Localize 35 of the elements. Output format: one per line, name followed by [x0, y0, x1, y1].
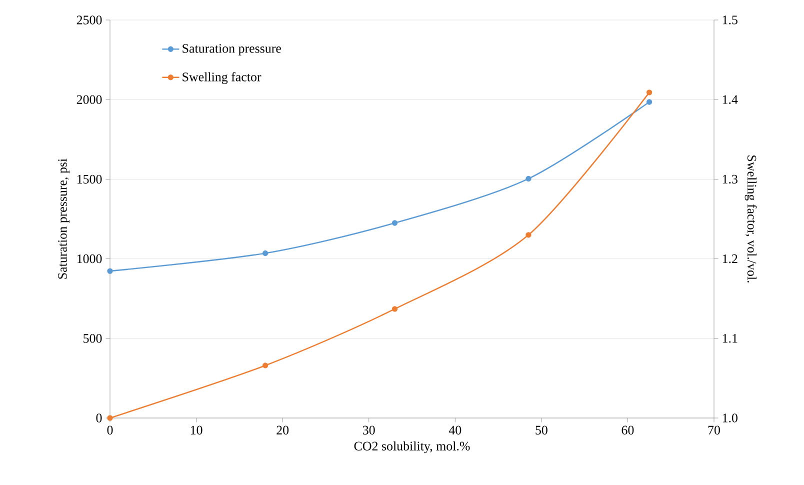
y2-tick-label: 1.4: [722, 95, 738, 104]
y-tick-label: 1500: [77, 174, 102, 184]
legend-label: Swelling factor: [182, 72, 262, 84]
point: [262, 250, 268, 256]
y-tick-label: 500: [84, 334, 102, 343]
x-axis-title: CO2 solubility, mol.%: [354, 441, 470, 454]
x-tick-label: 70: [708, 426, 720, 435]
point: [646, 99, 652, 105]
point: [392, 220, 398, 226]
x-tick-label: 10: [190, 426, 202, 435]
y2-tick-label: 1.3: [722, 174, 738, 184]
y2-tick-label: 1.5: [722, 16, 738, 24]
x-tick-label: 30: [363, 426, 375, 435]
point: [526, 176, 532, 182]
point: [107, 268, 113, 274]
y2-tick-label: 1.2: [722, 254, 738, 264]
x-tick-label: 20: [276, 426, 289, 435]
y2-tick-label: 1.1: [722, 334, 738, 343]
x-tick-label: 0: [107, 426, 113, 435]
point: [392, 306, 398, 312]
y-tick-label: 0: [96, 414, 102, 422]
y-tick-label: 2500: [76, 16, 102, 24]
point: [107, 415, 113, 421]
y-tick-label: 1000: [77, 254, 102, 264]
x-tick-label: 40: [448, 426, 462, 435]
y2-tick-label: 1.0: [722, 414, 738, 422]
y2-axis-title: Swelling factor, vol./vol.: [744, 156, 757, 282]
point: [526, 232, 532, 238]
point: [646, 90, 652, 96]
legend-label: Saturation pressure: [182, 44, 281, 56]
point: [262, 362, 268, 368]
y-axis-title: Saturation pressure, psi: [58, 158, 70, 279]
x-tick-label: 60: [622, 426, 634, 435]
x-tick-label: 50: [536, 426, 548, 435]
y-tick-label: 2000: [76, 95, 102, 104]
